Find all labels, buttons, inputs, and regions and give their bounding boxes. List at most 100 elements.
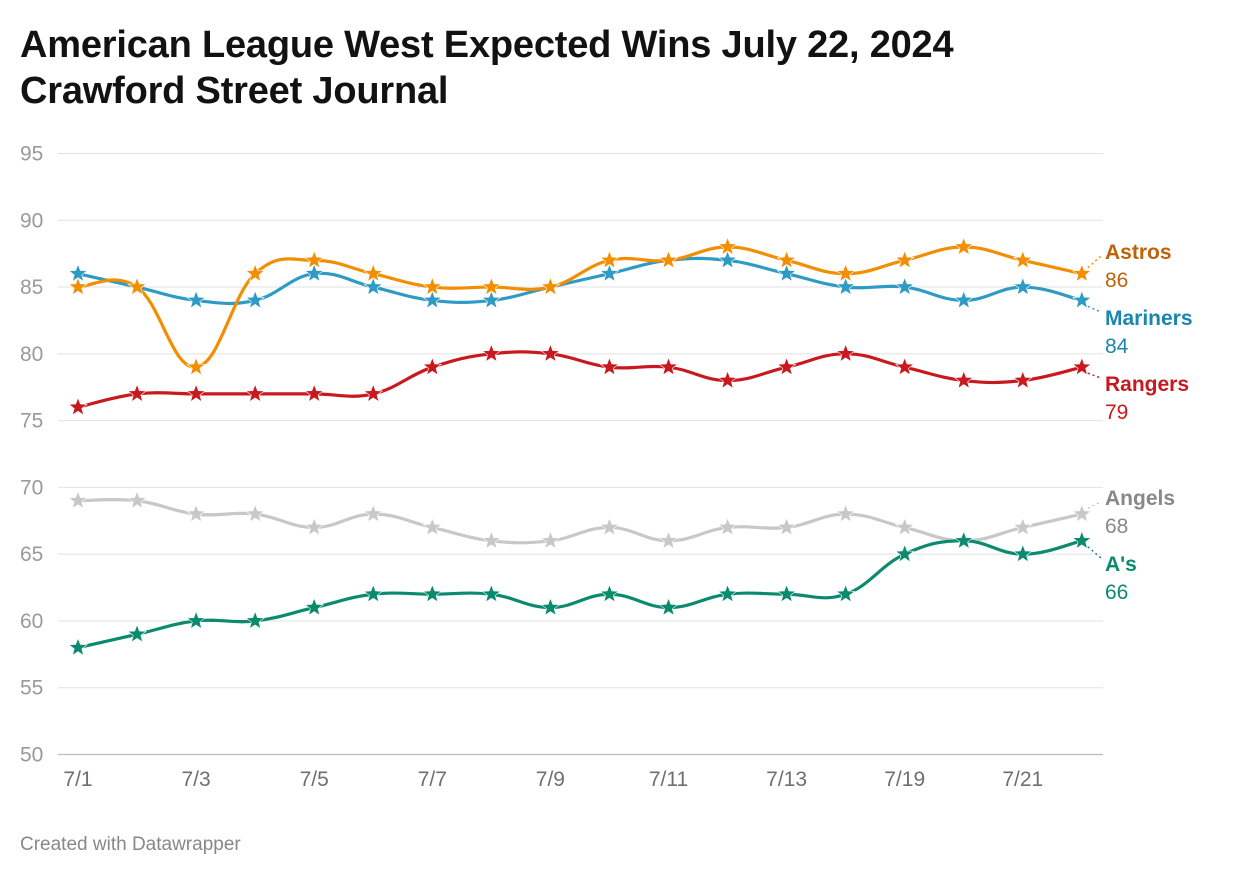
x-tick-label-7-5: 7/5 bbox=[300, 768, 329, 791]
end-labels: Astros 86 Mariners 84 Rangers 79 Angels 68 A's 66 bbox=[1087, 241, 1193, 604]
point-rangers-7-14 bbox=[835, 343, 856, 363]
end-label-name-a-s: A's bbox=[1105, 553, 1137, 576]
x-axis-ticks: 7/1 7/3 7/5 7/7 7/9 7/11 7/13 7/19 7/21 bbox=[63, 768, 1043, 791]
point-rangers-7-22 bbox=[1071, 356, 1092, 376]
point-astros-7-14 bbox=[835, 263, 856, 283]
point-mariners-7-12 bbox=[717, 249, 738, 269]
credit-footer: Created with Datawrapper bbox=[20, 834, 241, 855]
label-connector-astros bbox=[1087, 255, 1102, 269]
end-label-name-rangers: Rangers bbox=[1105, 373, 1189, 396]
point-astros-7-3 bbox=[186, 356, 206, 376]
end-label-value-a-s: 66 bbox=[1105, 581, 1128, 604]
point-a-s-7-9 bbox=[540, 597, 561, 616]
point-a-s-7-13 bbox=[776, 583, 797, 603]
point-angels-7-10 bbox=[599, 517, 620, 536]
y-tick-label-55: 55 bbox=[20, 677, 43, 700]
point-a-s-7-3 bbox=[186, 610, 206, 630]
series-line-astros bbox=[76, 245, 1084, 369]
point-rangers-7-4 bbox=[245, 383, 266, 403]
label-connector-rangers bbox=[1087, 372, 1102, 379]
point-astros-7-21 bbox=[1012, 249, 1033, 269]
x-tick-label-7-13: 7/13 bbox=[766, 768, 807, 791]
y-tick-label-60: 60 bbox=[20, 610, 43, 633]
y-tick-label-85: 85 bbox=[20, 276, 43, 299]
series-rangers bbox=[68, 343, 1092, 416]
point-angels-7-12 bbox=[717, 517, 738, 536]
point-a-s-7-19 bbox=[894, 543, 915, 563]
label-connector-mariners bbox=[1087, 305, 1102, 313]
point-rangers-7-11 bbox=[658, 356, 679, 376]
series-a-s bbox=[68, 530, 1092, 657]
point-rangers-7-3 bbox=[186, 383, 206, 403]
point-a-s-7-12 bbox=[717, 583, 738, 603]
point-a-s-7-8 bbox=[481, 583, 502, 603]
chart-title: American League West Expected Wins July … bbox=[20, 22, 954, 114]
point-rangers-7-2 bbox=[127, 383, 147, 403]
point-mariners-7-5 bbox=[304, 263, 325, 283]
point-angels-7-2 bbox=[127, 490, 147, 510]
point-angels-7-5 bbox=[304, 517, 325, 536]
x-tick-label-7-1: 7/1 bbox=[63, 768, 92, 791]
point-a-s-7-22 bbox=[1071, 530, 1092, 550]
point-astros-7-4 bbox=[245, 263, 266, 283]
point-a-s-7-14 bbox=[835, 583, 856, 603]
point-mariners-7-4 bbox=[245, 290, 266, 309]
point-mariners-7-8 bbox=[481, 290, 502, 309]
point-rangers-7-20 bbox=[953, 370, 974, 389]
point-mariners-7-10 bbox=[599, 263, 620, 283]
point-astros-7-6 bbox=[363, 263, 384, 283]
point-rangers-7-7 bbox=[422, 356, 443, 376]
point-astros-7-8 bbox=[481, 276, 502, 296]
y-axis-ticks: 50 55 60 65 70 75 80 85 90 95 bbox=[20, 143, 43, 767]
y-tick-label-50: 50 bbox=[20, 744, 43, 767]
point-astros-7-13 bbox=[776, 249, 797, 269]
point-rangers-7-10 bbox=[599, 356, 620, 376]
series-line-angels bbox=[76, 497, 1084, 545]
chart-subtitle: Crawford Street Journal bbox=[20, 70, 449, 112]
x-tick-label-7-7: 7/7 bbox=[418, 768, 447, 791]
point-astros-7-2 bbox=[127, 276, 147, 296]
point-mariners-7-14 bbox=[835, 276, 856, 296]
point-astros-7-11 bbox=[658, 249, 679, 269]
point-mariners-7-22 bbox=[1071, 290, 1092, 309]
point-angels-7-9 bbox=[540, 530, 561, 550]
point-astros-7-22 bbox=[1071, 263, 1092, 283]
end-label-value-astros: 86 bbox=[1105, 269, 1128, 292]
series-group bbox=[68, 236, 1092, 657]
point-astros-7-19 bbox=[894, 249, 915, 269]
point-mariners-7-21 bbox=[1012, 276, 1033, 296]
point-astros-7-1 bbox=[68, 276, 88, 296]
series-line-a-s bbox=[76, 539, 1084, 650]
y-tick-label-90: 90 bbox=[20, 209, 43, 232]
point-angels-7-21 bbox=[1012, 517, 1033, 536]
series-mariners bbox=[68, 249, 1092, 309]
point-rangers-7-13 bbox=[776, 356, 797, 376]
point-astros-7-5 bbox=[304, 249, 325, 269]
point-rangers-7-5 bbox=[304, 383, 325, 403]
point-mariners-7-3 bbox=[186, 290, 206, 309]
point-a-s-7-11 bbox=[658, 597, 679, 616]
point-mariners-7-6 bbox=[363, 276, 384, 296]
x-tick-label-7-19: 7/19 bbox=[884, 768, 925, 791]
point-rangers-7-1 bbox=[68, 396, 88, 416]
point-angels-7-14 bbox=[835, 503, 856, 523]
end-label-name-angels: Angels bbox=[1105, 487, 1175, 510]
point-rangers-7-8 bbox=[481, 343, 502, 363]
point-angels-7-4 bbox=[245, 503, 266, 523]
point-mariners-7-19 bbox=[894, 276, 915, 296]
series-astros bbox=[68, 236, 1092, 376]
point-angels-7-19 bbox=[894, 517, 915, 536]
point-rangers-7-19 bbox=[894, 356, 915, 376]
point-a-s-7-1 bbox=[68, 637, 88, 657]
point-astros-7-20 bbox=[953, 236, 974, 256]
point-rangers-7-9 bbox=[540, 343, 561, 363]
y-tick-label-65: 65 bbox=[20, 543, 43, 566]
end-label-value-rangers: 79 bbox=[1105, 401, 1128, 424]
point-mariners-7-7 bbox=[422, 290, 443, 309]
point-a-s-7-4 bbox=[245, 610, 266, 630]
point-astros-7-7 bbox=[422, 276, 443, 296]
point-mariners-7-20 bbox=[953, 290, 974, 309]
point-angels-7-1 bbox=[68, 490, 88, 510]
point-angels-7-13 bbox=[776, 517, 797, 536]
gridlines bbox=[58, 153, 1103, 756]
